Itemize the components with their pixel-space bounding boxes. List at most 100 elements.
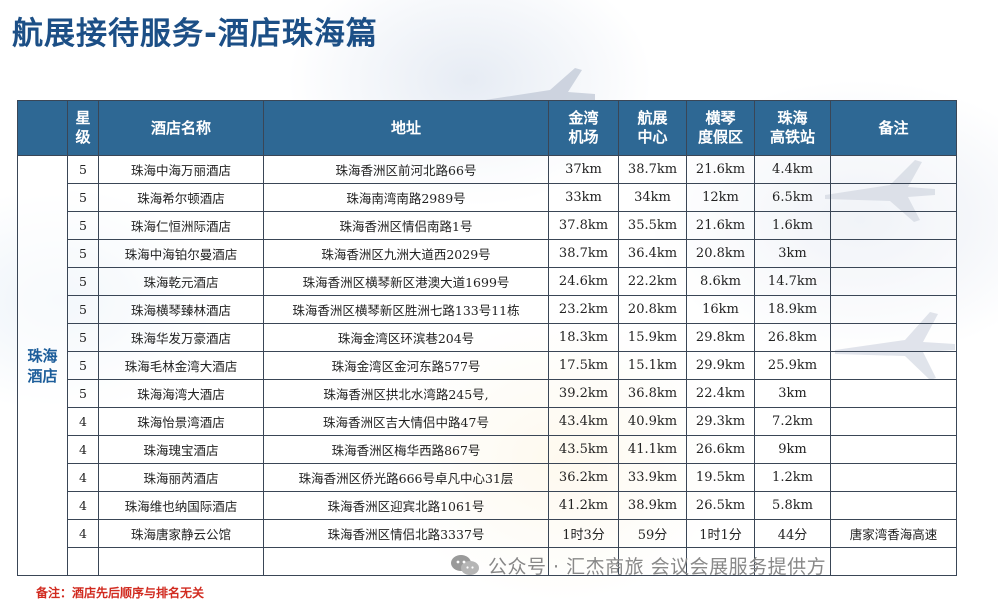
jinwan-distance-cell: 24.6km [548, 267, 619, 296]
star-cell: 4 [67, 463, 99, 492]
table-row: 4 珠海瑰宝酒店 珠海香洲区梅华西路867号 43.5km 41.1km 26.6km 9k… [18, 435, 957, 464]
star-cell: 5 [67, 379, 99, 408]
jinwan-distance-cell: 43.4km [548, 407, 619, 436]
remark-cell [830, 435, 957, 464]
table-row: 珠海 酒店 5 珠海中海万丽酒店 珠海香洲区前河北路66号 37km 38.7km 21.6… [17, 155, 957, 576]
star-cell: 5 [67, 211, 99, 240]
table-row: 4 珠海唐家静云公馆 珠海香洲区情侣北路3337号 1时3分 59分 1时1分 44分 唐家湾… [18, 519, 957, 548]
wechat-icon [451, 555, 479, 575]
star-cell: 5 [67, 295, 99, 324]
hengqin-distance-cell [686, 547, 755, 576]
remark-cell [830, 211, 957, 240]
hsr-distance-cell: 6.5km [754, 183, 831, 212]
remark-cell [830, 407, 957, 436]
hengqin-distance-cell: 29.3km [686, 407, 755, 436]
hengqin-distance-cell: 20.8km [686, 239, 755, 268]
header-hengqin-resort: 横琴 度假区 [686, 100, 755, 156]
jinwan-distance-cell: 23.2km [548, 295, 619, 324]
remark-cell [830, 155, 957, 184]
address-cell: 珠海金湾区环滨巷204号 [263, 323, 549, 352]
header-hsr-station: 珠海 高铁站 [754, 100, 831, 156]
hsr-distance-cell [754, 547, 831, 576]
remark-cell: 唐家湾香海高速 [830, 519, 957, 548]
jinwan-distance-cell: 43.5km [548, 435, 619, 464]
address-cell: 珠海香洲区横琴新区胜洲七路133号11栋 [263, 295, 549, 324]
hsr-distance-cell: 18.9km [754, 295, 831, 324]
jinwan-distance-cell: 17.5km [548, 351, 619, 380]
hsr-distance-cell: 14.7km [754, 267, 831, 296]
group-label: 珠海 酒店 [17, 155, 68, 576]
hotel-name-cell: 珠海中海万丽酒店 [98, 155, 264, 184]
hengqin-distance-cell: 16km [686, 295, 755, 324]
table-row: 5 珠海华发万豪酒店 珠海金湾区环滨巷204号 18.3km 15.9km 29.8km 2… [18, 323, 957, 352]
star-cell: 5 [67, 323, 99, 352]
table-row: 5 珠海中海铂尔曼酒店 珠海香洲区九洲大道西2029号 38.7km 36.4km 20.… [18, 239, 957, 268]
hotel-name-cell: 珠海海湾大酒店 [98, 379, 264, 408]
hengqin-distance-cell: 29.8km [686, 323, 755, 352]
address-cell: 珠海香洲区吉大情侣中路47号 [263, 407, 549, 436]
jinwan-distance-cell: 37.8km [548, 211, 619, 240]
hengqin-distance-cell: 21.6km [686, 211, 755, 240]
airshow-distance-cell: 36.8km [618, 379, 687, 408]
jinwan-distance-cell: 1时3分 [548, 519, 619, 548]
airshow-distance-cell: 22.2km [618, 267, 687, 296]
table-row: 5 珠海乾元酒店 珠海香洲区横琴新区港澳大道1699号 24.6km 22.2km 8.6… [18, 267, 957, 296]
airshow-distance-cell: 38.9km [618, 491, 687, 520]
airshow-distance-cell: 33.9km [618, 463, 687, 492]
table-row: 5 珠海希尔顿酒店 珠海南湾南路2989号 33km 34km 12km 6.5km [18, 183, 957, 212]
airshow-distance-cell: 15.1km [618, 351, 687, 380]
airshow-distance-cell: 15.9km [618, 323, 687, 352]
star-cell: 4 [67, 435, 99, 464]
remark-cell [830, 379, 957, 408]
hsr-distance-cell: 7.2km [754, 407, 831, 436]
hsr-distance-cell: 25.9km [754, 351, 831, 380]
table-row: 5 珠海横琴臻林酒店 珠海香洲区横琴新区胜洲七路133号11栋 23.2km 20.8k… [18, 295, 957, 324]
airshow-distance-cell: 36.4km [618, 239, 687, 268]
airshow-distance-cell: 41.1km [618, 435, 687, 464]
remark-cell [830, 323, 957, 352]
jinwan-distance-cell: 37km [548, 155, 619, 184]
address-cell: 珠海香洲区侨光路666号卓凡中心31层 [263, 463, 549, 492]
hsr-distance-cell: 5.8km [754, 491, 831, 520]
header-jinwan-airport: 金湾 机场 [548, 100, 619, 156]
airshow-distance-cell: 20.8km [618, 295, 687, 324]
hsr-distance-cell: 4.4km [754, 155, 831, 184]
hsr-distance-cell: 1.6km [754, 211, 831, 240]
star-cell: 5 [67, 183, 99, 212]
hsr-distance-cell: 3km [754, 379, 831, 408]
table-row [18, 547, 957, 576]
hengqin-distance-cell: 26.6km [686, 435, 755, 464]
table-row: 4 珠海维也纳国际酒店 珠海香洲区迎宾北路1061号 41.2km 38.9km 26.5… [18, 491, 957, 520]
airshow-distance-cell: 59分 [618, 519, 687, 548]
hsr-distance-cell: 44分 [754, 519, 831, 548]
star-cell: 5 [67, 267, 99, 296]
hotel-name-cell: 珠海维也纳国际酒店 [98, 491, 264, 520]
hotel-name-cell: 珠海怡景湾酒店 [98, 407, 264, 436]
address-cell: 珠海香洲区横琴新区港澳大道1699号 [263, 267, 549, 296]
jinwan-distance-cell: 41.2km [548, 491, 619, 520]
header-address: 地址 [263, 100, 549, 156]
address-cell: 珠海香洲区情侣北路3337号 [263, 519, 549, 548]
page-title: 航展接待服务-酒店珠海篇 [12, 16, 378, 52]
hotel-name-cell: 珠海希尔顿酒店 [98, 183, 264, 212]
hotel-table: 星 级 酒店名称 地址 金湾 机场 航展 中心 横琴 度假区 珠海 高铁站 备注… [17, 100, 957, 576]
hengqin-distance-cell: 26.5km [686, 491, 755, 520]
hengqin-distance-cell: 1时1分 [686, 519, 755, 548]
footnote: 备注：酒店先后顺序与排名无关 [36, 586, 205, 600]
address-cell: 珠海金湾区金河东路577号 [263, 351, 549, 380]
hsr-distance-cell: 9km [754, 435, 831, 464]
remark-cell [830, 463, 957, 492]
hsr-distance-cell: 26.8km [754, 323, 831, 352]
hotel-name-cell: 珠海中海铂尔曼酒店 [98, 239, 264, 268]
airshow-distance-cell: 34km [618, 183, 687, 212]
table-row: 5 珠海海湾大酒店 珠海香洲区拱北水湾路245号, 39.2km 36.8km 22.4k… [18, 379, 957, 408]
hotel-name-cell: 珠海乾元酒店 [98, 267, 264, 296]
hotel-name-cell: 珠海华发万豪酒店 [98, 323, 264, 352]
address-cell: 珠海香洲区情侣南路1号 [263, 211, 549, 240]
star-cell: 4 [67, 407, 99, 436]
address-cell: 珠海香洲区迎宾北路1061号 [263, 491, 549, 520]
airshow-distance-cell: 38.7km [618, 155, 687, 184]
hengqin-distance-cell: 21.6km [686, 155, 755, 184]
address-cell: 珠海香洲区梅华西路867号 [263, 435, 549, 464]
hsr-distance-cell: 1.2km [754, 463, 831, 492]
